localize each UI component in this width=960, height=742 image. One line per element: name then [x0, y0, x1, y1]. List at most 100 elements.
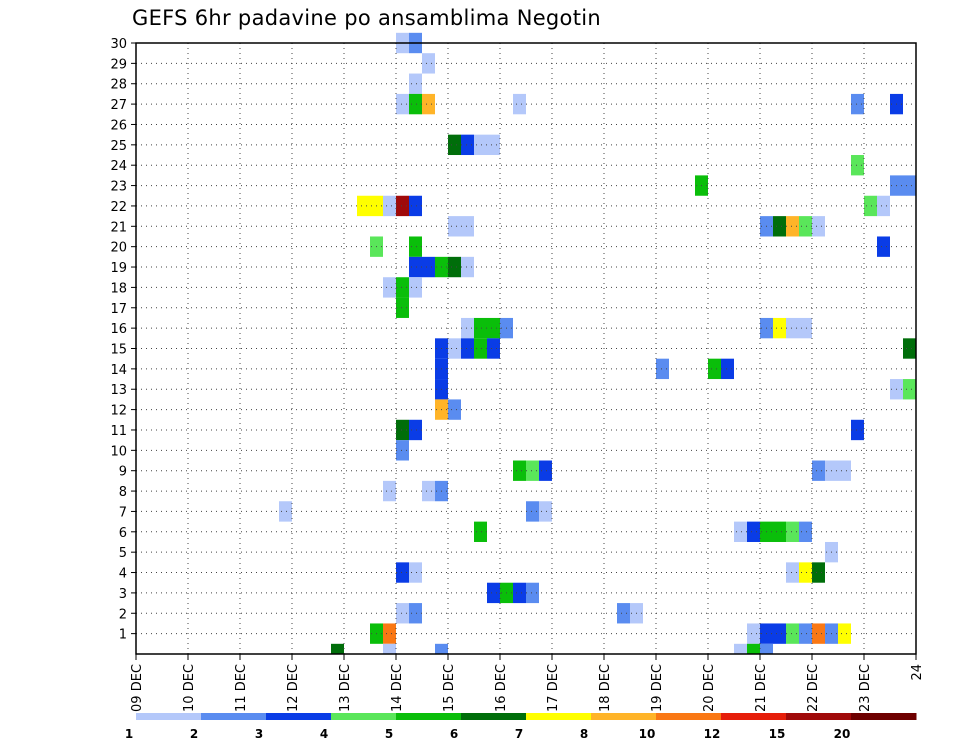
data-cell	[786, 623, 799, 644]
data-cell	[734, 643, 747, 654]
legend-label: 3	[255, 727, 263, 741]
data-cell	[331, 643, 344, 654]
legend-swatch	[461, 713, 527, 720]
y-tick-label: 17	[110, 302, 127, 317]
data-cell	[461, 256, 474, 278]
legend-swatch	[331, 713, 397, 720]
x-tick-label: 10 DEC	[182, 664, 197, 712]
x-tick-label: 24	[910, 664, 925, 681]
legend-label: 1	[125, 727, 133, 741]
data-cell	[435, 643, 448, 654]
data-cell	[812, 623, 825, 644]
data-cell	[786, 562, 799, 583]
data-cell	[786, 521, 799, 542]
data-cell	[396, 277, 409, 298]
data-cell	[383, 623, 396, 644]
x-tick-label: 22 DEC	[806, 664, 821, 712]
y-tick-label: 21	[110, 220, 127, 235]
data-cell	[357, 195, 370, 217]
y-tick-label: 24	[110, 159, 127, 174]
data-cell	[487, 317, 500, 339]
legend-swatch	[266, 713, 332, 720]
legend-swatch	[201, 713, 267, 720]
y-tick-label: 11	[110, 424, 127, 439]
data-cell	[383, 277, 396, 298]
color-legend: 1 2 3 4 5 6 7 8 10 12 15 20	[125, 713, 917, 741]
data-cell	[812, 562, 825, 583]
data-cell	[396, 419, 409, 441]
y-tick-label: 25	[110, 139, 127, 154]
data-cell	[526, 501, 539, 522]
y-tick-label: 3	[119, 587, 127, 602]
y-tick-label: 18	[110, 281, 127, 296]
y-tick-label: 30	[110, 37, 127, 52]
x-tick-label: 14 DEC	[390, 664, 405, 712]
y-tick-label: 4	[119, 567, 127, 582]
legend-label: 12	[704, 727, 721, 741]
data-cell	[474, 338, 487, 359]
legend-swatch	[526, 713, 592, 720]
y-tick-label: 7	[119, 505, 127, 520]
data-cell	[617, 603, 630, 624]
data-cell	[383, 195, 396, 217]
data-cell	[474, 317, 487, 339]
data-cell	[422, 53, 435, 74]
y-tick-label: 1	[119, 628, 127, 643]
data-cell	[526, 582, 539, 604]
cells-layer	[279, 32, 916, 654]
data-cell	[487, 582, 500, 604]
data-cell	[799, 562, 812, 583]
y-tick-label: 19	[110, 261, 127, 276]
data-cell	[799, 216, 812, 237]
legend-label: 20	[834, 727, 851, 741]
data-cell	[448, 399, 461, 420]
legend-swatch	[786, 713, 852, 720]
legend-swatch	[136, 713, 202, 720]
legend-label: 10	[639, 727, 656, 741]
data-cell	[799, 623, 812, 644]
x-axis-ticks: 09 DEC 10 DEC 11 DEC 12 DEC 13 DEC 14 DEC 15 D…	[130, 654, 925, 712]
x-tick-label: 21 DEC	[754, 664, 769, 712]
x-tick-label: 16 DEC	[494, 664, 509, 712]
data-cell	[383, 480, 396, 502]
data-cell	[461, 317, 474, 339]
data-cell	[903, 379, 916, 400]
data-cell	[448, 256, 461, 278]
data-cell	[747, 623, 760, 644]
data-cell	[903, 338, 916, 359]
x-tick-label: 18 DEC	[598, 664, 613, 712]
data-cell	[851, 419, 864, 441]
legend-swatch	[656, 713, 722, 720]
data-cell	[409, 93, 422, 115]
y-tick-label: 22	[110, 200, 127, 215]
data-cell	[396, 195, 409, 217]
data-cell	[799, 317, 812, 339]
data-cell	[838, 623, 851, 644]
data-cell	[409, 73, 422, 94]
y-tick-label: 15	[110, 343, 127, 358]
legend-label: 15	[769, 727, 786, 741]
data-cell	[851, 93, 864, 115]
y-tick-label: 10	[110, 444, 127, 459]
data-cell	[773, 317, 786, 339]
legend-label: 5	[385, 727, 393, 741]
data-cell	[513, 582, 526, 604]
data-cell	[461, 338, 474, 359]
data-cell	[539, 501, 552, 522]
y-tick-label: 28	[110, 78, 127, 93]
data-cell	[656, 358, 669, 380]
data-cell	[526, 460, 539, 481]
data-cell	[422, 480, 435, 502]
data-cell	[409, 195, 422, 217]
y-tick-label: 5	[119, 546, 127, 561]
data-cell	[747, 521, 760, 542]
legend-swatch	[721, 713, 787, 720]
data-cell	[747, 643, 760, 654]
data-cell	[409, 256, 422, 278]
y-tick-label: 6	[119, 526, 127, 541]
data-cell	[448, 338, 461, 359]
data-cell	[409, 277, 422, 298]
data-cell	[903, 175, 916, 196]
data-cell	[396, 93, 409, 115]
y-tick-label: 13	[110, 383, 127, 398]
